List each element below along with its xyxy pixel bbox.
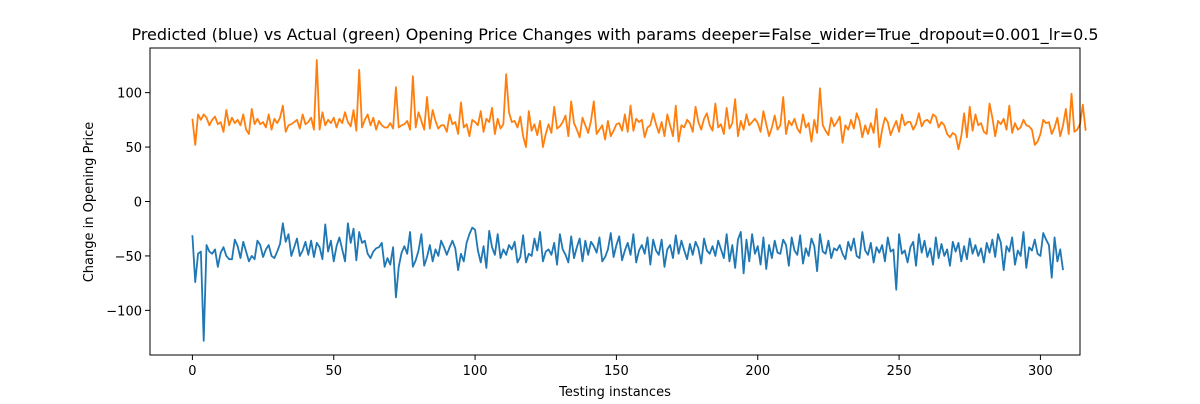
- series-line-0: [191, 222, 1064, 342]
- y-tick-label: 100: [117, 87, 142, 102]
- y-axis-ticks: −100 −50 0 50 100: [106, 87, 150, 319]
- y-tick-label: −50: [115, 250, 142, 265]
- x-tick-label: 100: [463, 364, 488, 379]
- chart-title: Predicted (blue) vs Actual (green) Openi…: [131, 25, 1098, 45]
- y-tick-label: 0: [134, 196, 142, 211]
- y-tick-label: −100: [106, 304, 142, 319]
- x-tick-label: 250: [887, 364, 912, 379]
- series-line-1: [191, 59, 1087, 151]
- x-tick-label: 150: [604, 364, 629, 379]
- x-axis-label: Testing instances: [558, 385, 671, 400]
- x-tick-label: 200: [745, 364, 770, 379]
- y-tick-label: 50: [125, 141, 142, 156]
- series-layer: [191, 59, 1087, 342]
- y-axis-label: Change in Opening Price: [82, 122, 97, 283]
- x-axis-ticks: 0 50 100 150 200 250 300: [188, 355, 1053, 379]
- x-tick-label: 300: [1028, 364, 1053, 379]
- x-tick-label: 0: [188, 364, 196, 379]
- x-tick-label: 50: [325, 364, 342, 379]
